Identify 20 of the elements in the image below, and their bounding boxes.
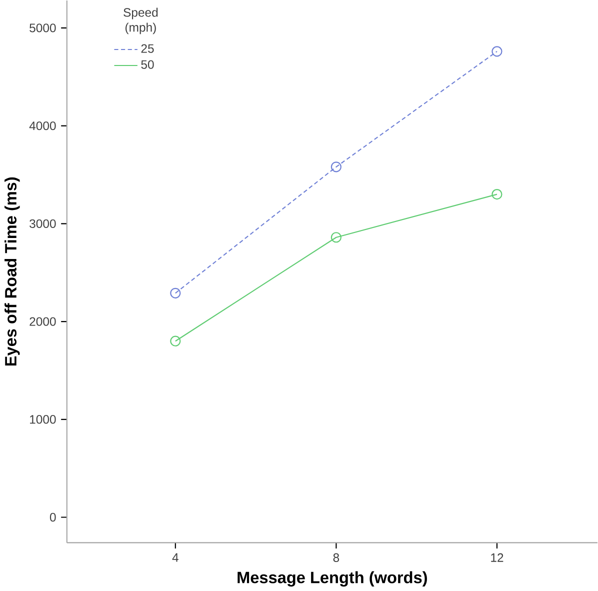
legend-title: Speed (mph) (124, 8, 158, 34)
point (170, 336, 181, 346)
x-tick-label: 4 (172, 553, 178, 562)
point (330, 162, 342, 172)
x-axis-title: Message Length (words) (238, 571, 427, 587)
legend-label: 50 (141, 60, 154, 69)
point (170, 288, 181, 298)
y-tick-label: 1000 (30, 415, 56, 424)
legend-label: 25 (141, 44, 154, 53)
y-tick-label: 5000 (30, 24, 56, 32)
point (492, 46, 502, 57)
y-tick-label: 2000 (30, 317, 56, 326)
y-axis-title: Eyes off Road Time (ms) (4, 177, 20, 366)
y-tick-label: 0 (50, 512, 56, 522)
y-tick-label: 3000 (30, 219, 56, 228)
point (330, 232, 342, 243)
y-tick-label: 4000 (29, 121, 56, 130)
point (492, 188, 502, 200)
x-tick-label: 12 (491, 553, 504, 562)
x-tick-label: 8 (333, 553, 340, 562)
